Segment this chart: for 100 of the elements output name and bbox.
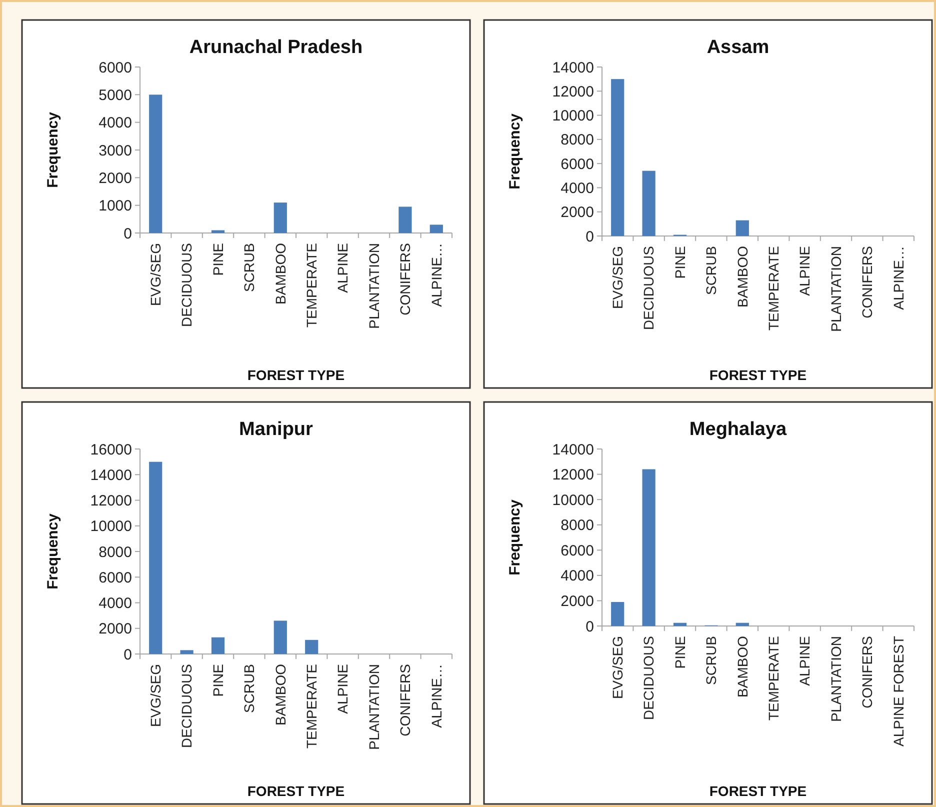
y-axis-title: Frequency xyxy=(44,111,62,188)
y-tick-label: 2000 xyxy=(560,592,594,610)
x-tick-label: DECIDUOUS xyxy=(640,636,657,720)
chart-title: Arunachal Pradesh xyxy=(189,37,363,58)
y-tick-label: 6000 xyxy=(98,59,132,76)
x-tick-label: PLANTATION xyxy=(366,243,382,329)
y-tick-label: 0 xyxy=(124,646,132,664)
bar xyxy=(736,622,749,626)
bar xyxy=(274,620,287,654)
y-tick-label: 5000 xyxy=(98,86,132,104)
y-tick-label: 10000 xyxy=(552,492,594,509)
chart-title: Manipur xyxy=(239,419,314,440)
bar xyxy=(305,640,318,654)
x-tick-label: EVG/SEG xyxy=(610,636,626,700)
y-axis-title: Frequency xyxy=(506,498,524,576)
y-tick-label: 12000 xyxy=(90,492,132,510)
x-axis-title: FOREST TYPE xyxy=(247,783,345,799)
y-tick-label: 10000 xyxy=(552,108,594,125)
y-tick-label: 12000 xyxy=(552,466,594,484)
x-tick-label: ALPINE… xyxy=(428,243,444,307)
x-tick-label: ALPINE… xyxy=(428,664,444,728)
x-tick-label: SCRUB xyxy=(703,246,720,296)
y-tick-label: 2000 xyxy=(98,620,132,638)
x-tick-label: CONIFERS xyxy=(397,243,414,316)
x-tick-label: BAMBOO xyxy=(272,242,288,304)
y-tick-label: 14000 xyxy=(552,441,594,458)
y-tick-label: 2000 xyxy=(98,170,132,187)
x-tick-label: TEMPERATE xyxy=(766,246,782,331)
x-tick-label: EVG/SEG xyxy=(610,246,626,310)
y-tick-label: 2000 xyxy=(560,204,594,222)
x-tick-label: CONIFERS xyxy=(859,636,876,708)
bar xyxy=(398,206,412,233)
y-tick-label: 3000 xyxy=(98,142,132,160)
y-tick-label: 4000 xyxy=(98,114,132,132)
x-tick-label: ALPINE… xyxy=(890,246,906,310)
y-tick-label: 4000 xyxy=(98,595,132,612)
x-axis-title: FOREST TYPE xyxy=(247,367,345,383)
y-tick-label: 12000 xyxy=(552,83,594,100)
x-tick-label: TEMPERATE xyxy=(304,243,320,328)
y-tick-label: 8000 xyxy=(98,544,132,561)
chart-title: Assam xyxy=(706,37,770,58)
y-tick-label: 4000 xyxy=(560,568,594,585)
x-tick-label: PINE xyxy=(672,246,688,279)
x-tick-label: ALPINE xyxy=(796,246,813,296)
x-tick-label: DECIDUOUS xyxy=(178,664,195,748)
y-tick-label: 1000 xyxy=(98,198,132,215)
bar xyxy=(611,79,624,236)
y-tick-label: 8000 xyxy=(560,517,594,534)
x-tick-label: TEMPERATE xyxy=(766,636,782,721)
x-tick-label: PLANTATION xyxy=(366,664,382,750)
x-tick-label: SCRUB xyxy=(241,243,258,292)
y-tick-label: 0 xyxy=(124,225,132,242)
x-tick-label: BAMBOO xyxy=(272,664,288,726)
x-tick-label: EVG/SEG xyxy=(148,664,164,728)
y-tick-label: 10000 xyxy=(90,518,132,536)
x-axis-title: FOREST TYPE xyxy=(709,367,807,383)
x-tick-label: SCRUB xyxy=(703,636,720,686)
x-tick-label: CONIFERS xyxy=(859,246,876,318)
bar xyxy=(149,94,162,233)
y-tick-label: 6000 xyxy=(560,542,594,560)
x-tick-label: BAMBOO xyxy=(734,636,750,698)
bar xyxy=(736,220,749,236)
y-tick-label: 14000 xyxy=(552,59,594,76)
bar xyxy=(274,202,287,233)
x-tick-label: CONIFERS xyxy=(397,664,414,736)
x-axis-title: FOREST TYPE xyxy=(709,783,807,799)
x-tick-label: ALPINE xyxy=(334,243,351,293)
bar xyxy=(642,469,656,626)
bar xyxy=(149,462,162,654)
x-tick-label: ALPINE FOREST xyxy=(890,636,906,746)
y-tick-label: 8000 xyxy=(560,132,594,149)
y-tick-label: 0 xyxy=(586,618,594,636)
bar xyxy=(673,622,687,626)
x-tick-label: PINE xyxy=(672,636,688,669)
bar xyxy=(430,224,443,233)
x-tick-label: PINE xyxy=(210,243,226,276)
y-tick-label: 4000 xyxy=(560,180,594,197)
y-axis-title: Frequency xyxy=(506,112,524,190)
x-tick-label: ALPINE xyxy=(334,664,351,714)
bar xyxy=(642,170,656,236)
x-tick-label: SCRUB xyxy=(241,664,258,714)
bar xyxy=(211,230,225,233)
x-tick-label: PLANTATION xyxy=(828,246,844,332)
x-tick-label: EVG/SEG xyxy=(148,243,164,306)
x-tick-label: PINE xyxy=(210,664,226,697)
x-tick-label: PLANTATION xyxy=(828,636,844,722)
bar xyxy=(211,637,225,654)
y-tick-label: 16000 xyxy=(90,441,132,458)
bar xyxy=(180,650,194,654)
y-tick-label: 6000 xyxy=(98,569,132,586)
x-tick-label: BAMBOO xyxy=(734,246,750,308)
x-tick-label: TEMPERATE xyxy=(304,664,320,749)
bar xyxy=(611,602,624,626)
x-tick-label: DECIDUOUS xyxy=(178,243,195,328)
chart-title: Meghalaya xyxy=(689,419,788,440)
y-tick-label: 14000 xyxy=(90,466,132,484)
y-tick-label: 0 xyxy=(586,228,594,246)
x-tick-label: DECIDUOUS xyxy=(640,246,657,330)
x-tick-label: ALPINE xyxy=(796,636,813,686)
y-tick-label: 6000 xyxy=(560,156,594,173)
